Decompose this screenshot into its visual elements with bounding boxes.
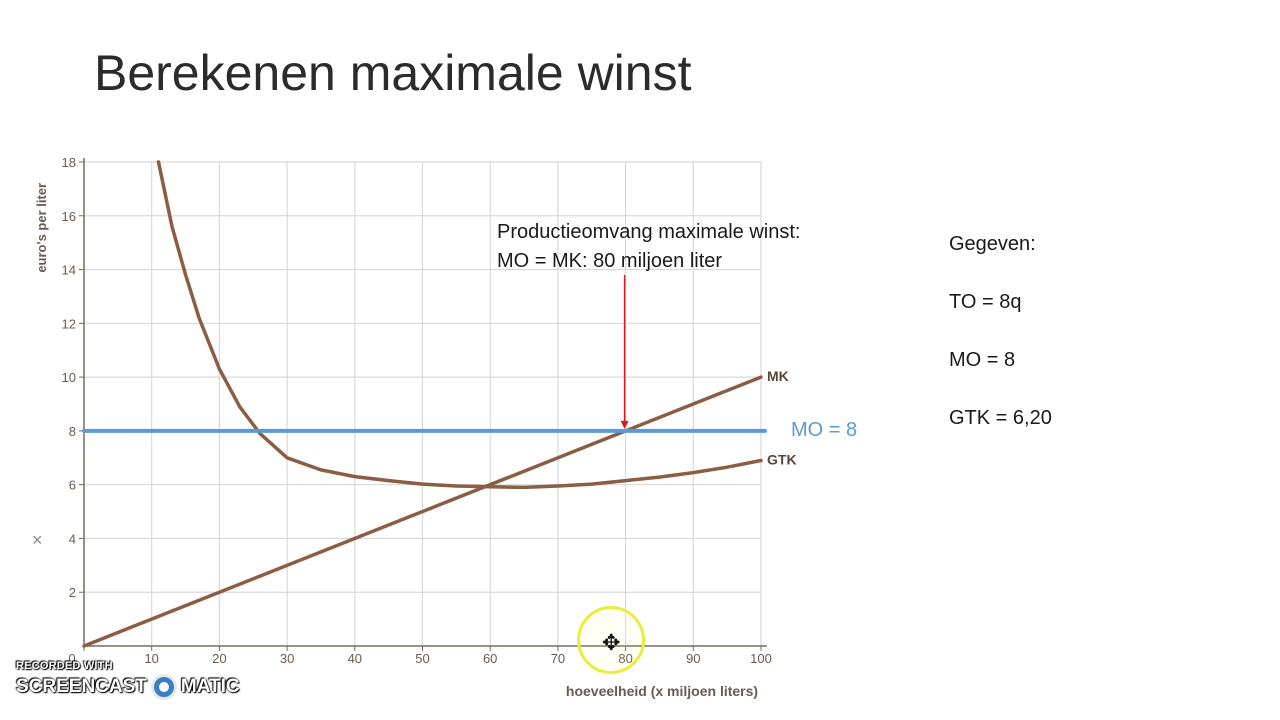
screencast-logo-icon xyxy=(150,674,177,700)
cursor-highlight xyxy=(577,606,645,674)
y-tick-label: 14 xyxy=(62,263,76,278)
x-tick-label: 40 xyxy=(348,651,362,666)
screencast-watermark: RECORDED WITH SCREENCAST MATIC xyxy=(16,660,240,700)
watermark-brand-right: MATIC xyxy=(180,676,240,697)
series-label-gtk: GTK xyxy=(767,451,797,467)
watermark-brand-left: SCREENCAST xyxy=(16,676,147,697)
y-tick-label: 8 xyxy=(69,424,76,439)
x-tick-label: 20 xyxy=(212,651,226,666)
x-tick-label: 10 xyxy=(144,651,158,666)
y-tick-label: 4 xyxy=(69,531,76,546)
given-panel: Gegeven: TO = 8q MO = 8 GTK = 6,20 xyxy=(949,230,1052,462)
x-tick-label: 70 xyxy=(551,651,565,666)
given-heading: Gegeven: xyxy=(949,233,1036,255)
given-item: TO = 8q xyxy=(949,291,1022,313)
chart-axes xyxy=(79,158,767,651)
move-cursor-icon: ✥ xyxy=(602,630,621,655)
y-tick-label: 18 xyxy=(62,155,76,170)
annotation-line-2: MO = MK: 80 miljoen liter xyxy=(497,250,723,272)
x-tick-label: 90 xyxy=(686,651,700,666)
annotation-line-1: Productieomvang maximale winst: xyxy=(497,221,801,243)
x-tick-label: 100 xyxy=(750,651,772,666)
x-tick-label: 50 xyxy=(415,651,429,666)
series-line-mk xyxy=(82,375,763,648)
chart-series xyxy=(82,160,767,648)
x-tick-label: 30 xyxy=(280,651,294,666)
y-axis-title: euro's per liter xyxy=(34,183,49,273)
y-tick-label: 12 xyxy=(62,316,76,331)
slide-title: Berekenen maximale winst xyxy=(94,45,692,101)
given-item: GTK = 6,20 xyxy=(949,407,1052,429)
given-item: MO = 8 xyxy=(949,349,1016,371)
watermark-recorded-with: RECORDED WITH xyxy=(16,660,113,672)
x-tick-label: 0 xyxy=(68,651,75,666)
y-tick-label: 6 xyxy=(69,478,76,493)
x-axis-title: hoeveelheid (x miljoen liters) xyxy=(566,683,758,699)
x-tick-label: 60 xyxy=(483,651,497,666)
annotation-arrow-head xyxy=(620,420,629,429)
mo-line-label: MO = 8 xyxy=(791,419,858,441)
max-profit-annotation: Productieomvang maximale winst: MO = MK:… xyxy=(497,218,800,276)
y-tick-label: 10 xyxy=(62,370,76,385)
series-line-gtk xyxy=(156,160,763,490)
close-icon[interactable]: × xyxy=(32,530,43,550)
y-tick-label: 16 xyxy=(62,209,76,224)
y-tick-label: 2 xyxy=(69,585,76,600)
series-label-mk: MK xyxy=(767,368,789,384)
